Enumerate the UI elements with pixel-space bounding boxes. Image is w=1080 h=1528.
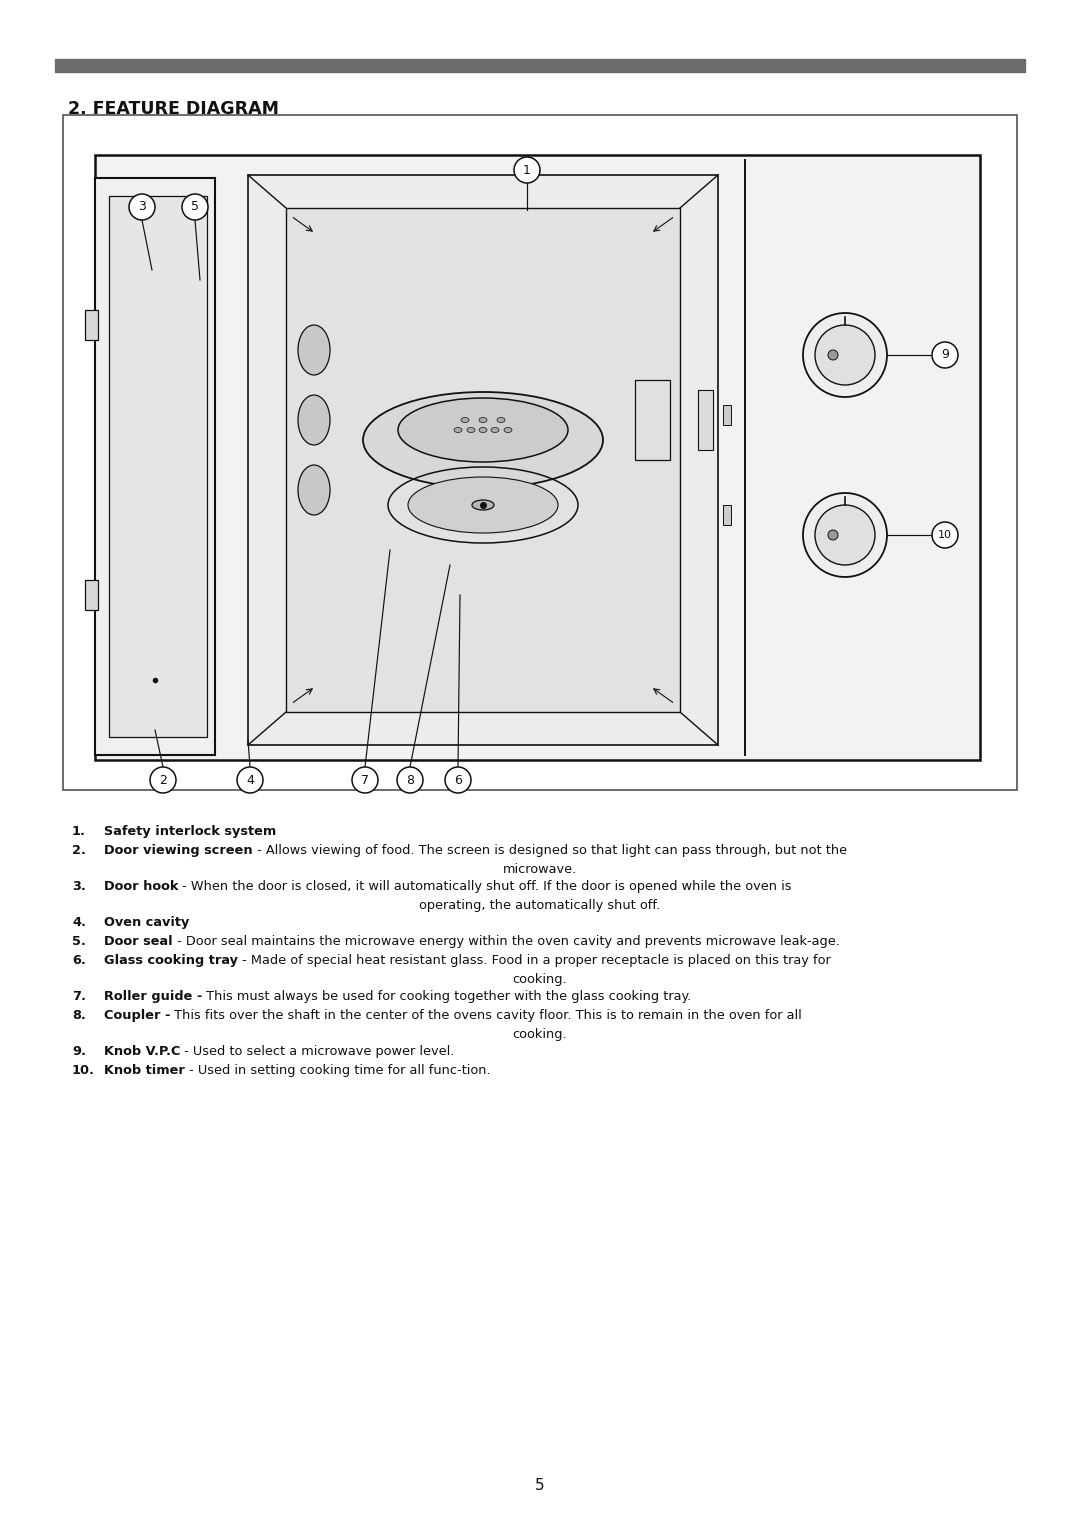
Text: 8.: 8. [72, 1008, 86, 1022]
Text: microwave.: microwave. [503, 863, 577, 876]
Text: - Used to select a microwave power level.: - Used to select a microwave power level… [180, 1045, 455, 1057]
Text: 4: 4 [246, 773, 254, 787]
Text: Oven cavity: Oven cavity [104, 915, 189, 929]
Bar [109, 196, 207, 736]
Ellipse shape [399, 397, 568, 461]
Circle shape [932, 523, 958, 549]
Text: 6.: 6. [72, 953, 86, 967]
Text: 2. FEATURE DIAGRAM: 2. FEATURE DIAGRAM [68, 99, 279, 118]
Text: 8: 8 [406, 773, 414, 787]
Text: cooking.: cooking. [513, 973, 567, 986]
Text: 1.: 1. [72, 825, 86, 837]
Text: - Allows viewing of food. The screen is designed so that light can pass through,: - Allows viewing of food. The screen is … [253, 843, 847, 857]
Text: 6: 6 [454, 773, 462, 787]
Circle shape [815, 504, 875, 565]
Circle shape [828, 530, 838, 539]
Text: Door seal: Door seal [104, 935, 173, 947]
Text: 9.: 9. [72, 1045, 86, 1057]
Ellipse shape [408, 477, 558, 533]
Text: - When the door is closed, it will automatically shut off. If the door is opened: - When the door is closed, it will autom… [178, 880, 792, 892]
Text: This fits over the shaft in the center of the ovens cavity floor. This is to rem: This fits over the shaft in the center o… [171, 1008, 802, 1022]
Circle shape [804, 313, 887, 397]
Bar [248, 176, 718, 746]
Ellipse shape [298, 465, 330, 515]
Text: 3.: 3. [72, 880, 86, 892]
Circle shape [183, 194, 208, 220]
Circle shape [445, 767, 471, 793]
Text: Safety interlock system: Safety interlock system [104, 825, 276, 837]
Text: 9: 9 [941, 348, 949, 362]
Text: cooking.: cooking. [513, 1028, 567, 1041]
Text: Roller guide -: Roller guide - [104, 990, 202, 1002]
Bar [55, 60, 1025, 72]
Circle shape [514, 157, 540, 183]
Text: 5: 5 [191, 200, 199, 214]
Bar [85, 581, 98, 610]
Ellipse shape [480, 417, 487, 423]
Text: operating, the automatically shut off.: operating, the automatically shut off. [419, 898, 661, 912]
Ellipse shape [491, 428, 499, 432]
Ellipse shape [454, 428, 462, 432]
Bar [286, 208, 680, 712]
Text: 4.: 4. [72, 915, 86, 929]
Circle shape [828, 350, 838, 361]
Text: 7: 7 [361, 773, 369, 787]
Text: - Made of special heat resistant glass. Food in a proper receptacle is placed on: - Made of special heat resistant glass. … [238, 953, 831, 967]
Text: 5.: 5. [72, 935, 86, 947]
Ellipse shape [504, 428, 512, 432]
Bar [698, 390, 713, 451]
Text: - Used in setting cooking time for all func-tion.: - Used in setting cooking time for all f… [185, 1063, 490, 1077]
Text: Door hook: Door hook [104, 880, 178, 892]
Bar [635, 380, 670, 460]
Ellipse shape [472, 500, 494, 510]
Circle shape [804, 494, 887, 578]
Text: Knob V.P.C: Knob V.P.C [104, 1045, 180, 1057]
Circle shape [129, 194, 156, 220]
Text: 5: 5 [536, 1478, 544, 1493]
Bar [85, 310, 98, 341]
Ellipse shape [298, 325, 330, 374]
Ellipse shape [363, 393, 603, 487]
Text: 10: 10 [939, 530, 951, 539]
Ellipse shape [467, 428, 475, 432]
Text: - Door seal maintains the microwave energy within the oven cavity and prevents m: - Door seal maintains the microwave ener… [173, 935, 839, 947]
Text: 1: 1 [523, 163, 531, 177]
Circle shape [237, 767, 264, 793]
Bar [95, 154, 980, 759]
Text: Knob timer: Knob timer [104, 1063, 185, 1077]
Circle shape [150, 767, 176, 793]
Text: 7.: 7. [72, 990, 86, 1002]
Bar [63, 115, 1017, 790]
Text: 2: 2 [159, 773, 167, 787]
Ellipse shape [461, 417, 469, 423]
Ellipse shape [298, 396, 330, 445]
Text: 2.: 2. [72, 843, 86, 857]
Bar [723, 405, 731, 425]
Text: Coupler -: Coupler - [104, 1008, 171, 1022]
Circle shape [352, 767, 378, 793]
Text: Glass cooking tray: Glass cooking tray [104, 953, 238, 967]
Bar [95, 177, 215, 755]
Bar [723, 504, 731, 526]
Circle shape [932, 342, 958, 368]
Ellipse shape [497, 417, 505, 423]
Text: This must always be used for cooking together with the glass cooking tray.: This must always be used for cooking tog… [202, 990, 692, 1002]
Circle shape [815, 325, 875, 385]
Circle shape [397, 767, 423, 793]
Text: 3: 3 [138, 200, 146, 214]
Text: Door viewing screen: Door viewing screen [104, 843, 253, 857]
Ellipse shape [480, 428, 487, 432]
Text: 10.: 10. [72, 1063, 95, 1077]
